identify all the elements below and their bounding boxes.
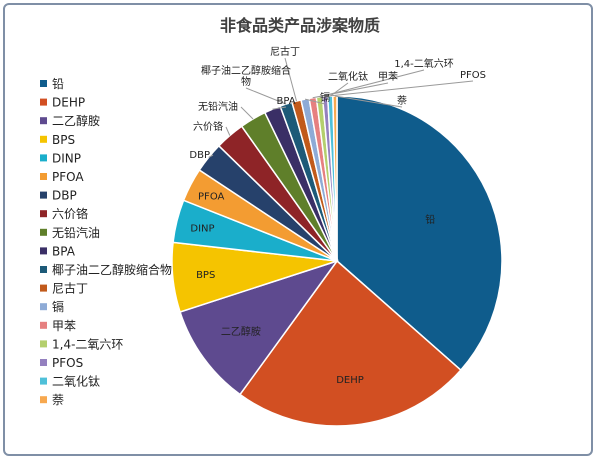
legend-label-12: 镉 xyxy=(52,300,64,314)
legend-label-16: 二氧化钛 xyxy=(52,374,100,389)
leader-line-14 xyxy=(319,69,425,98)
legend-swatch-4 xyxy=(40,154,47,162)
legend-swatch-13 xyxy=(40,321,47,329)
legend-label-7: 六价铬 xyxy=(52,206,88,221)
legend-swatch-2 xyxy=(40,117,47,125)
leader-line-17 xyxy=(334,95,403,108)
legend-label-9: BPA xyxy=(52,244,76,258)
outside-label-16: 二氧化钛 xyxy=(328,70,368,83)
outside-label-13: 甲苯 xyxy=(378,70,398,83)
outside-label-15: PFOS xyxy=(460,70,486,81)
chart-title: 非食品类产品涉案物质 xyxy=(220,16,380,35)
outside-label-11: 尼古丁 xyxy=(270,45,300,58)
legend-label-0: 铅 xyxy=(52,77,64,91)
legend-label-17: 萘 xyxy=(52,393,64,407)
leader-line-15 xyxy=(325,80,474,97)
leader-line-8 xyxy=(240,106,254,120)
legend-swatch-8 xyxy=(40,228,47,236)
outside-label-9: BPA xyxy=(276,96,295,107)
outside-label-12: 镉 xyxy=(320,91,330,104)
legend-swatch-15 xyxy=(40,359,47,366)
legend-label-4: DINP xyxy=(52,151,81,165)
leader-lines xyxy=(208,57,474,158)
leader-line-10 xyxy=(245,87,287,105)
legend-label-2: 二乙醇胺 xyxy=(52,113,100,128)
leader-line-9 xyxy=(272,106,287,110)
inside-label-3: BPS xyxy=(196,270,215,281)
slice-1 xyxy=(238,259,462,427)
legend-swatch-17 xyxy=(40,396,47,404)
inside-label-4: DINP xyxy=(190,223,214,234)
legend-label-10: 椰子油二乙醇胺缩合物 xyxy=(52,262,172,277)
legend-swatch-10 xyxy=(40,266,47,273)
legend-label-15: PFOS xyxy=(52,356,83,370)
legend-label-1: DEHP xyxy=(52,96,85,110)
legend-swatch-5 xyxy=(40,173,47,180)
slice-labels: 铅 DEHP 二乙醇胺 BPS DINP PFOA DBP 六价铬 无铅汽油 BPA 椰子油二乙醇胺… xyxy=(189,45,486,386)
outside-label-6: DBP xyxy=(189,150,210,161)
legend-swatch-12 xyxy=(40,303,47,311)
legend-label-11: 尼古丁 xyxy=(52,281,88,296)
outside-label-10: 椰子油二乙醇胺缩合物 xyxy=(201,64,291,88)
legend-swatch-14 xyxy=(40,340,47,348)
legend-label-6: DBP xyxy=(52,189,77,203)
outside-label-8: 无铅汽油 xyxy=(198,100,238,113)
outside-label-17: 萘 xyxy=(397,95,407,107)
outside-label-7: 六价铬 xyxy=(193,120,223,133)
inside-label-1: DEHP xyxy=(336,375,364,386)
inside-label-0: 铅 xyxy=(425,213,435,226)
legend-swatch-0 xyxy=(40,80,47,87)
leader-line-7 xyxy=(225,126,231,136)
inside-label-5: PFOA xyxy=(198,191,224,202)
legend-swatch-11 xyxy=(40,284,47,292)
legend-swatch-3 xyxy=(40,135,47,143)
leader-line-6 xyxy=(208,154,214,158)
leader-line-11 xyxy=(284,57,297,102)
legend-swatch-1 xyxy=(40,98,47,106)
outside-label-14: 1,4-二氧六环 xyxy=(394,57,454,70)
legend-label-3: BPS xyxy=(52,133,75,147)
legend-swatch-9 xyxy=(40,247,47,255)
slice-0 xyxy=(336,95,503,372)
legend-swatch-6 xyxy=(40,191,47,199)
legend-label-14: 1,4-二氧六环 xyxy=(52,337,123,351)
legend-label-5: PFOA xyxy=(52,170,84,184)
legend-swatch-7 xyxy=(40,210,47,218)
legend-label-8: 无铅汽油 xyxy=(52,225,100,240)
inside-label-2: 二乙醇胺 xyxy=(221,325,261,338)
slice-2 xyxy=(179,259,339,396)
legend-label-13: 甲苯 xyxy=(52,319,76,333)
legend-swatch-16 xyxy=(40,377,47,385)
leader-line-12 xyxy=(304,98,326,105)
